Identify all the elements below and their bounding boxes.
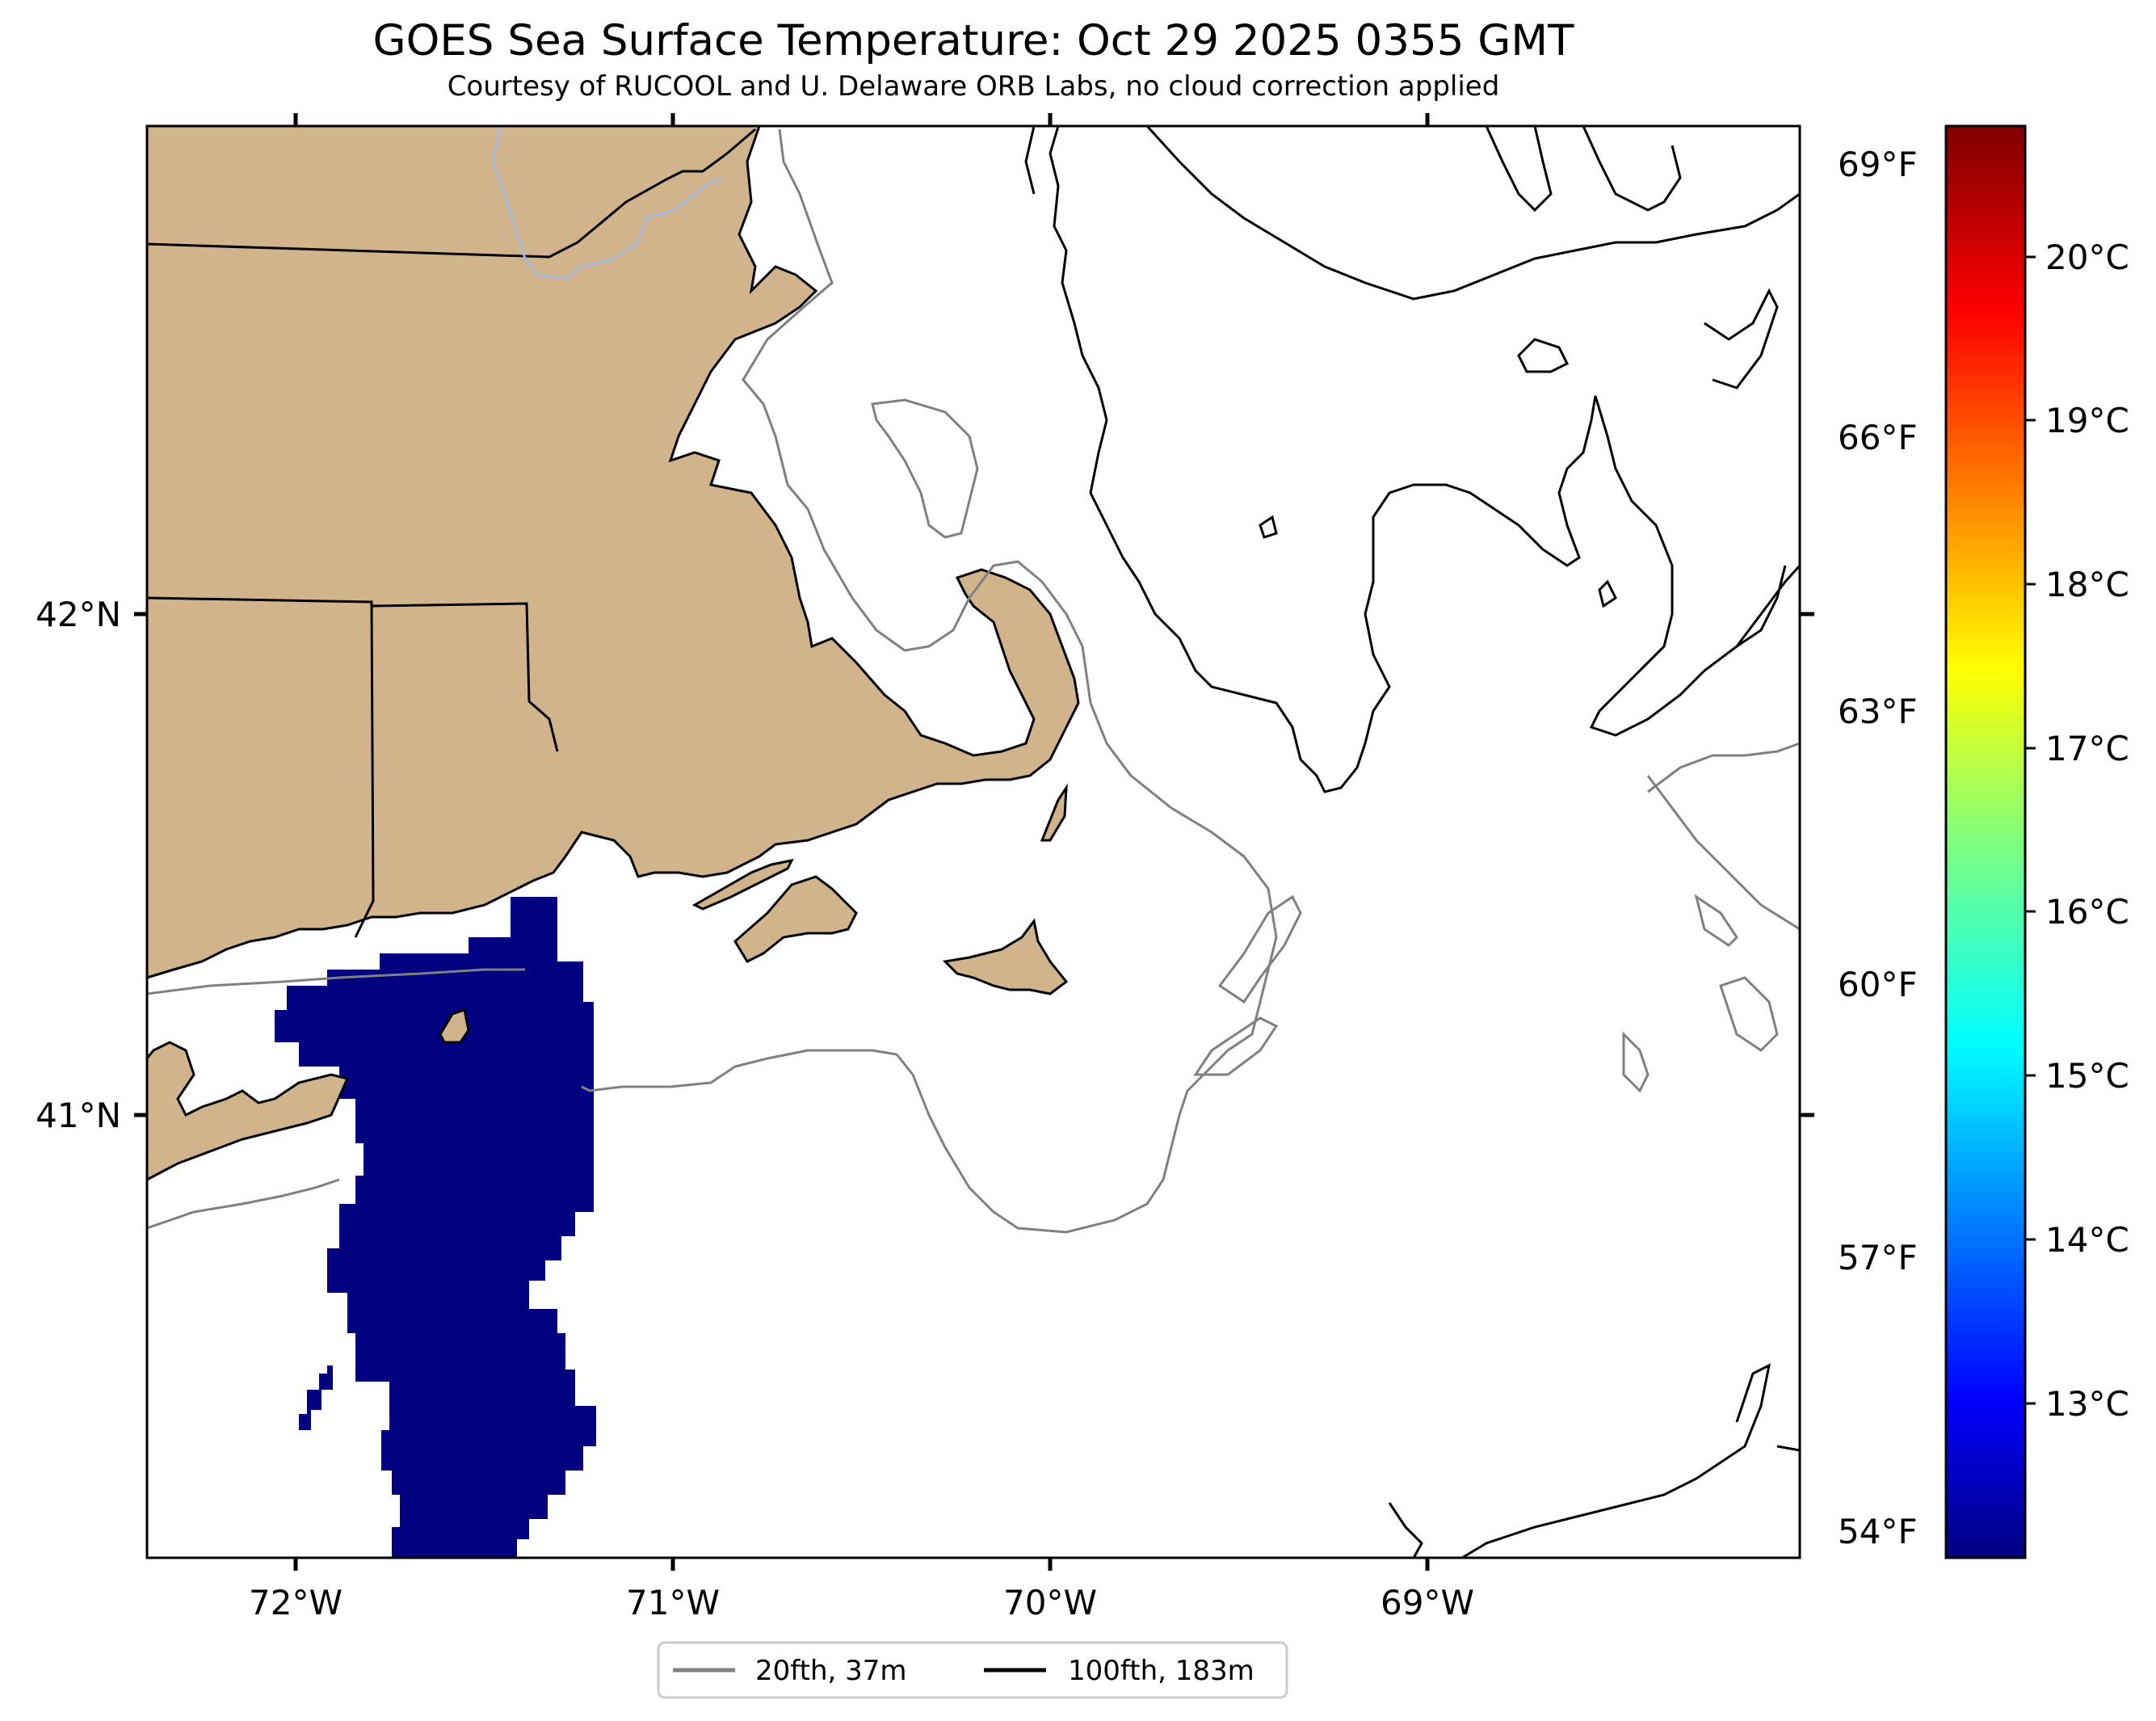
lon-label-71w: 71°W — [626, 1583, 720, 1622]
celsius-label: 20°C — [2045, 238, 2129, 277]
land-nantucket — [942, 918, 1069, 995]
map-panel: 72°W 71°W 70°W 69°W 42°N 41°N — [36, 113, 1814, 1622]
river — [491, 126, 724, 280]
chart-title: GOES Sea Surface Temperature: Oct 29 202… — [373, 16, 1575, 65]
land-new-england — [147, 126, 1080, 979]
land-long-island — [147, 1041, 350, 1181]
legend-label-20fth: 20fth, 37m — [755, 1655, 907, 1687]
map-frame — [145, 124, 1801, 1559]
chart-subtitle: Courtesy of RUCOOL and U. Delaware ORB L… — [448, 70, 1500, 103]
fahrenheit-label: 60°F — [1838, 965, 1918, 1004]
sst-data-patch — [275, 897, 596, 1558]
fahrenheit-label: 66°F — [1838, 418, 1918, 457]
lat-label-41n: 41°N — [36, 1096, 121, 1135]
celsius-label: 13°C — [2045, 1384, 2129, 1424]
celsius-label: 14°C — [2045, 1220, 2129, 1260]
celsius-label: 17°C — [2045, 729, 2129, 768]
lon-label-69w: 69°W — [1381, 1583, 1474, 1622]
celsius-label: 18°C — [2045, 565, 2129, 604]
celsius-label: 15°C — [2045, 1056, 2129, 1096]
fahrenheit-label: 54°F — [1838, 1512, 1918, 1551]
isobath-100fth — [1024, 126, 1800, 1558]
celsius-label: 19°C — [2045, 401, 2129, 440]
land-elizabeth-islands — [691, 858, 794, 911]
lat-label-42n: 42°N — [36, 595, 121, 634]
lon-label-72w: 72°W — [249, 1583, 343, 1622]
isobath-20fth — [147, 128, 1800, 1234]
legend-label-100fth: 100fth, 183m — [1068, 1655, 1255, 1687]
celsius-label: 16°C — [2045, 892, 2129, 932]
land-marthas-vineyard — [733, 875, 858, 963]
colorbar: 20°C 19°C 18°C 17°C 16°C 15°C 14°C 13°C — [1944, 124, 2129, 1559]
legend: 20fth, 37m 100fth, 183m — [657, 1641, 1288, 1699]
fahrenheit-label: 57°F — [1838, 1238, 1918, 1277]
land-monomoy — [1040, 783, 1068, 842]
state-boundaries — [147, 128, 756, 938]
legend-box — [657, 1641, 1288, 1699]
fahrenheit-label: 63°F — [1838, 692, 1918, 731]
fahrenheit-label: 69°F — [1838, 145, 1918, 184]
colorbar-ticks — [2025, 255, 2036, 1405]
land-block-island — [439, 1008, 470, 1044]
colorbar-gradient — [1944, 124, 2027, 1559]
lon-label-70w: 70°W — [1003, 1583, 1097, 1622]
fahrenheit-scale: 69°F 66°F 63°F 60°F 57°F 54°F — [1838, 145, 1918, 1551]
map-ticks — [134, 113, 1814, 1571]
sst-data-patch-small — [299, 1365, 333, 1430]
